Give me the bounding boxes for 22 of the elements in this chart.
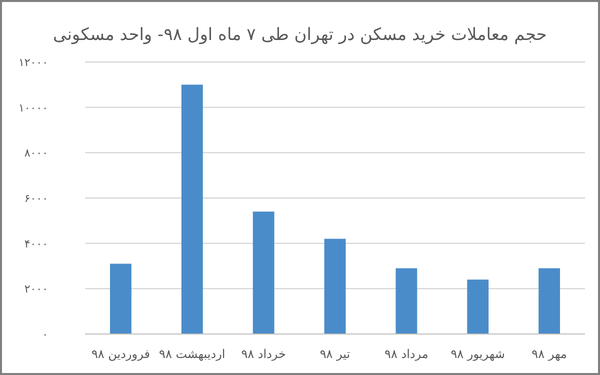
x-tick-label: شهریور ۹۸ xyxy=(450,347,505,361)
x-tick-label: مهر ۹۸ xyxy=(532,347,567,361)
bar xyxy=(181,84,203,334)
y-tick-label: ۸۰۰۰ xyxy=(24,146,48,160)
x-tick-label: خرداد ۹۸ xyxy=(241,347,286,361)
chart-title: حجم معاملات خرید مسکن در تهران طی ۷ ماه اول ۹۸- واحد مسکونی xyxy=(53,25,547,45)
x-tick-label: فروردین ۹۸ xyxy=(91,347,150,361)
bar xyxy=(324,238,346,334)
y-tick-label: ۴۰۰۰ xyxy=(24,237,48,250)
bar xyxy=(467,280,489,334)
bar xyxy=(252,212,274,334)
x-tick-label: اردیبهشت ۹۸ xyxy=(159,347,226,361)
x-tick-label: مرداد ۹۸ xyxy=(384,347,428,361)
y-tick-label: ۶۰۰۰ xyxy=(24,192,48,205)
x-tick-label: تیر ۹۸ xyxy=(320,347,350,361)
bar xyxy=(110,264,132,334)
bar xyxy=(396,268,418,334)
bar xyxy=(538,268,560,334)
y-tick-label: ۰ xyxy=(42,328,48,341)
y-tick-label: ۱۲۰۰۰ xyxy=(18,56,48,69)
y-tick-label: ۲۰۰۰ xyxy=(24,282,48,296)
y-tick-label: ۱۰۰۰۰ xyxy=(18,101,48,114)
